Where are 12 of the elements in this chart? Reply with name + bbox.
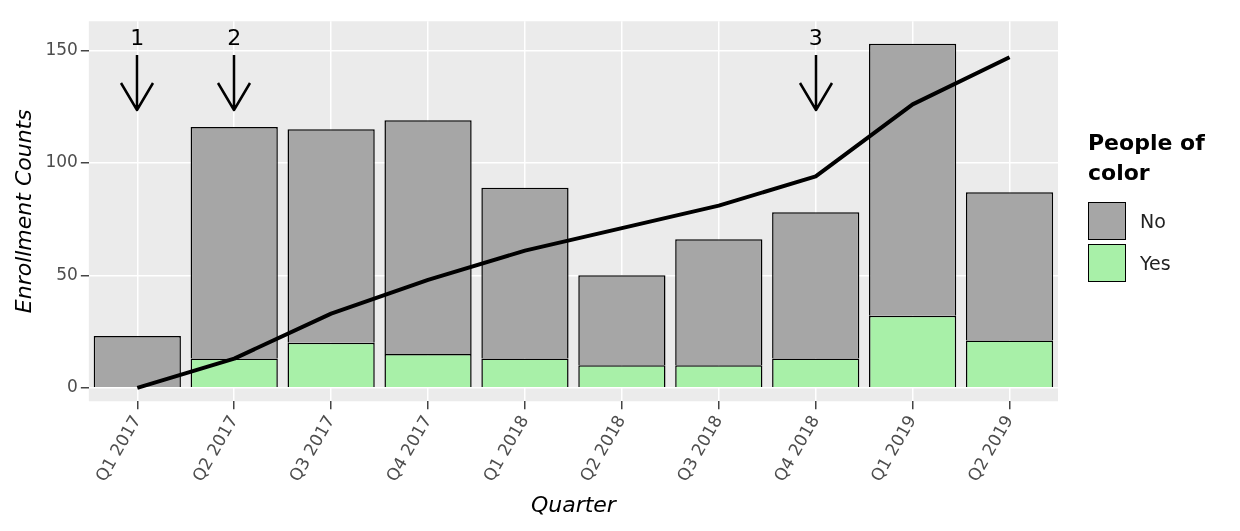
legend-label: Yes [1140, 252, 1171, 274]
y-tick-label: 100 [45, 151, 78, 172]
legend-label: No [1140, 210, 1166, 232]
legend-title: People of color [1088, 129, 1206, 187]
y-tick-label: 0 [67, 376, 78, 397]
y-tick-label: 50 [56, 263, 78, 284]
annotation: 3 [807, 25, 824, 52]
y-tick-label: 150 [45, 38, 78, 59]
y-axis-title: Enrollment Counts [10, 109, 36, 314]
x-axis-title: Quarter [530, 491, 618, 517]
annotation: 2 [226, 25, 243, 52]
annotation: 1 [129, 25, 146, 52]
